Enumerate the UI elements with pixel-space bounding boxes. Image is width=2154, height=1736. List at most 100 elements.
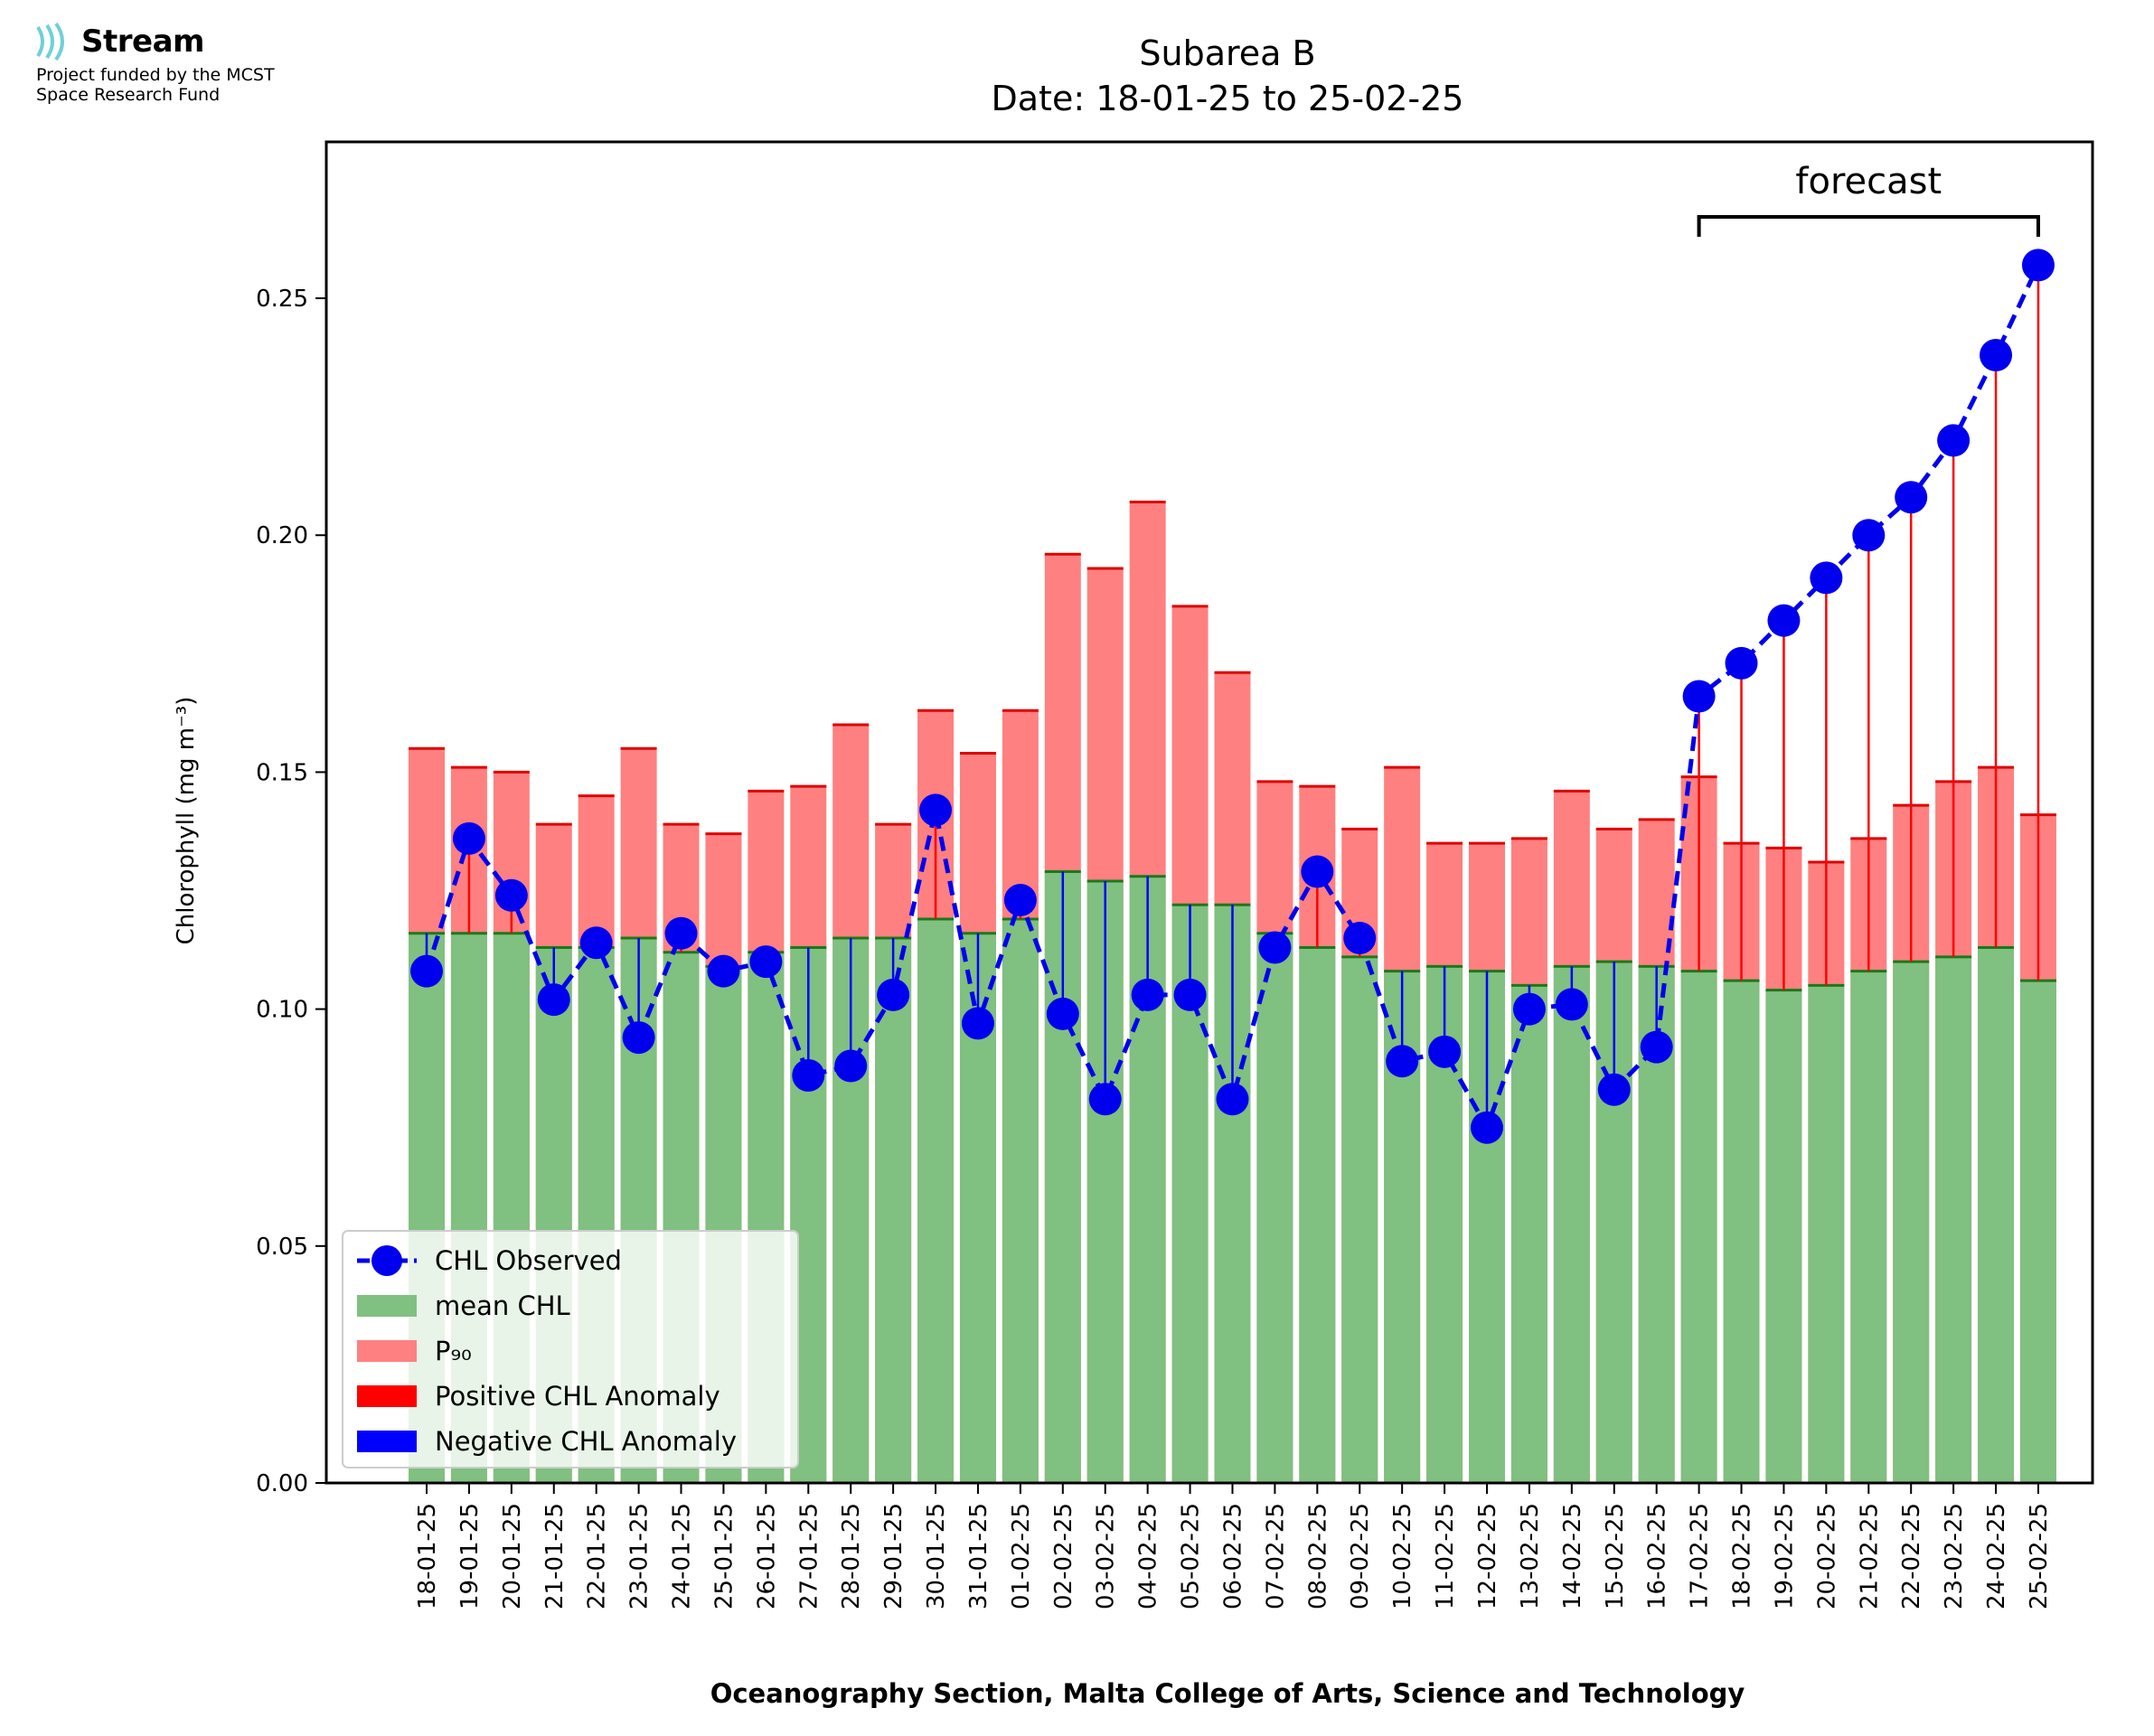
forecast-bracket-line <box>1697 215 2040 237</box>
x-tick-label-10-02-25: 10-02-25 <box>1389 1503 1416 1609</box>
x-tick-label-29-01-25: 29-01-25 <box>880 1503 908 1609</box>
x-tick-label-23-01-25: 23-01-25 <box>626 1503 654 1609</box>
observed-point-12-02-25 <box>1471 1111 1503 1144</box>
observed-point-21-01-25 <box>537 983 570 1017</box>
x-axis: 18-01-25 19-01-25 20-01-25 21-01-25 22-01-25… <box>414 1483 2053 1609</box>
legend-box <box>342 1230 799 1469</box>
observed-point-18-02-25 <box>1725 646 1758 680</box>
observed-point-31-01-25 <box>961 1007 994 1040</box>
observed-point-27-01-25 <box>792 1059 825 1093</box>
x-tick-label-24-02-25: 24-02-25 <box>1983 1503 2010 1609</box>
forecast-label: forecast <box>1795 161 1942 202</box>
observed-point-16-02-25 <box>1640 1030 1673 1064</box>
legend-label-observed: CHL Observed <box>435 1245 622 1276</box>
observed-point-06-02-25 <box>1216 1083 1249 1116</box>
logo: Stream Project funded by the MCST Space … <box>33 22 358 121</box>
observed-point-19-02-25 <box>1767 604 1801 637</box>
mean-bar-29-01-25 <box>875 937 912 1483</box>
x-tick-label-04-02-25: 04-02-25 <box>1135 1503 1162 1609</box>
x-tick-label-20-01-25: 20-01-25 <box>499 1503 526 1609</box>
observed-point-04-02-25 <box>1131 978 1164 1011</box>
observed-point-23-02-25 <box>1937 424 1971 457</box>
observed-point-24-01-25 <box>664 916 698 950</box>
x-tick-label-20-02-25: 20-02-25 <box>1813 1503 1840 1609</box>
x-tick-label-12-02-25: 12-02-25 <box>1474 1503 1501 1609</box>
observed-point-25-01-25 <box>707 954 740 988</box>
x-tick-label-23-02-25: 23-02-25 <box>1941 1503 1968 1609</box>
observed-point-14-02-25 <box>1555 988 1588 1021</box>
x-tick-label-19-02-25: 19-02-25 <box>1771 1503 1798 1609</box>
x-tick-label-15-02-25: 15-02-25 <box>1602 1503 1629 1609</box>
x-tick-label-14-02-25: 14-02-25 <box>1559 1503 1586 1609</box>
legend-swatch-positive <box>357 1385 417 1407</box>
x-tick-label-24-01-25: 24-01-25 <box>669 1503 696 1609</box>
logo-funding-line-2: Space Research Fund <box>36 85 221 105</box>
logo-name: Stream <box>81 23 204 60</box>
y-tick-label-0.20: 0.20 <box>256 522 308 549</box>
x-tick-label-21-01-25: 21-01-25 <box>541 1503 569 1609</box>
stream-waves-icon <box>36 22 64 61</box>
y-tick-label-0.00: 0.00 <box>256 1470 308 1497</box>
x-tick-label-25-01-25: 25-01-25 <box>710 1503 738 1609</box>
observed-point-25-02-25 <box>2021 249 2055 282</box>
x-tick-label-31-01-25: 31-01-25 <box>965 1503 992 1609</box>
plot-area <box>409 249 2056 1483</box>
mean-bar-14-02-25 <box>1553 966 1590 1483</box>
observed-point-10-02-25 <box>1386 1045 1419 1078</box>
x-tick-label-18-02-25: 18-02-25 <box>1729 1503 1756 1609</box>
legend-swatch-negative <box>357 1431 417 1452</box>
x-tick-label-16-02-25: 16-02-25 <box>1644 1503 1671 1609</box>
mean-bar-13-02-25 <box>1510 985 1547 1483</box>
mean-bar-30-01-25 <box>917 918 955 1483</box>
observed-point-08-02-25 <box>1301 855 1334 888</box>
y-tick-label-0.05: 0.05 <box>256 1234 308 1261</box>
x-tick-label-01-02-25: 01-02-25 <box>1008 1503 1035 1609</box>
legend-label-positive: Positive CHL Anomaly <box>435 1381 720 1412</box>
x-tick-label-09-02-25: 09-02-25 <box>1347 1503 1374 1609</box>
observed-point-13-02-25 <box>1512 992 1546 1026</box>
x-tick-label-22-02-25: 22-02-25 <box>1898 1503 1925 1609</box>
mean-bar-25-02-25 <box>2019 981 2056 1483</box>
x-tick-label-30-01-25: 30-01-25 <box>923 1503 950 1609</box>
observed-point-03-02-25 <box>1088 1083 1122 1116</box>
observed-point-07-02-25 <box>1258 931 1292 964</box>
observed-point-29-01-25 <box>877 978 910 1011</box>
observed-point-30-01-25 <box>919 793 953 827</box>
plot-frame <box>325 140 2094 1485</box>
x-axis-label: Oceanography Section, Malta College of A… <box>710 1678 1745 1709</box>
observed-point-26-01-25 <box>749 945 783 979</box>
observed-point-20-01-25 <box>494 878 528 912</box>
x-tick-label-08-02-25: 08-02-25 <box>1304 1503 1331 1609</box>
x-tick-label-26-01-25: 26-01-25 <box>753 1503 780 1609</box>
observed-point-17-02-25 <box>1682 680 1716 713</box>
x-tick-label-06-02-25: 06-02-25 <box>1219 1503 1246 1609</box>
x-tick-label-03-02-25: 03-02-25 <box>1093 1503 1120 1609</box>
x-tick-label-27-01-25: 27-01-25 <box>795 1503 823 1609</box>
x-tick-label-18-01-25: 18-01-25 <box>414 1503 441 1609</box>
mean-bar-22-02-25 <box>1893 962 1930 1483</box>
observed-point-24-02-25 <box>1980 338 2013 371</box>
x-tick-label-02-02-25: 02-02-25 <box>1050 1503 1077 1609</box>
legend-label-negative: Negative CHL Anomaly <box>435 1426 737 1457</box>
y-axis: 0.00 0.05 0.10 0.15 0.20 0.25 <box>256 286 326 1497</box>
observed-point-22-02-25 <box>1895 481 1928 514</box>
chart-subtitle: Date: 18-01-25 to 25-02-25 <box>992 79 1464 118</box>
observed-point-15-02-25 <box>1597 1073 1631 1106</box>
legend-label-p90: P₉₀ <box>435 1336 472 1366</box>
mean-bar-09-02-25 <box>1341 956 1378 1483</box>
observed-point-09-02-25 <box>1343 921 1377 954</box>
mean-bar-19-02-25 <box>1765 990 1802 1483</box>
x-tick-label-07-02-25: 07-02-25 <box>1262 1503 1289 1609</box>
x-tick-label-19-01-25: 19-01-25 <box>456 1503 484 1609</box>
mean-bar-18-02-25 <box>1723 981 1760 1483</box>
x-tick-label-13-02-25: 13-02-25 <box>1517 1503 1544 1609</box>
x-tick-label-22-01-25: 22-01-25 <box>584 1503 611 1609</box>
forecast-bracket: forecast <box>1697 161 2040 237</box>
mean-bar-08-02-25 <box>1299 947 1336 1483</box>
logo-funding-line-1: Project funded by the MCST <box>36 65 275 85</box>
observed-point-23-01-25 <box>622 1021 655 1055</box>
y-axis-label: Chlorophyll (mg m⁻³) <box>173 697 200 945</box>
mean-bar-21-02-25 <box>1850 971 1887 1483</box>
mean-bar-20-02-25 <box>1808 985 1845 1483</box>
observed-point-22-01-25 <box>579 926 613 960</box>
